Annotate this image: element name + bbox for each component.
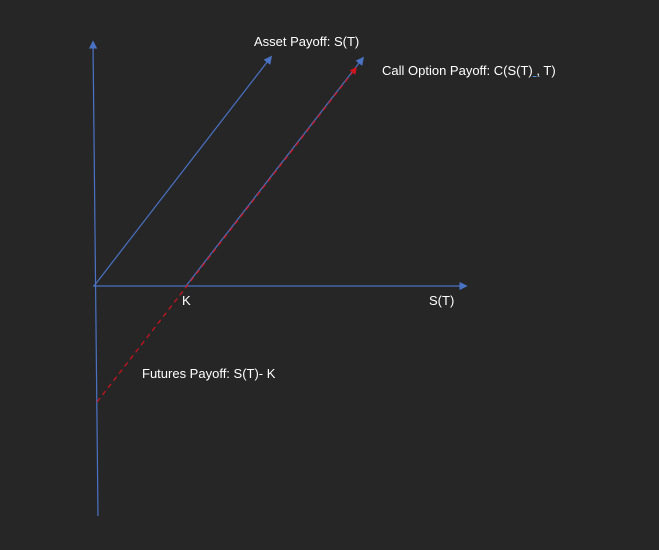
call-payoff-prefix: Call Option Payoff: C(S(T) <box>382 63 533 78</box>
asset-payoff-line <box>93 55 273 287</box>
call-payoff-suffix: T) <box>540 63 556 78</box>
y-axis <box>88 40 99 517</box>
strike-label: K <box>182 293 191 308</box>
futures-payoff-label: Futures Payoff: S(T)- K <box>142 366 276 381</box>
x-axis-label: S(T) <box>429 293 455 308</box>
call-payoff-line <box>185 56 365 287</box>
call-payoff-label: Call Option Payoff: C(S(T) , T) <box>382 63 556 78</box>
call-payoff-separator: , <box>532 63 540 78</box>
asset-payoff-label: Asset Payoff: S(T) <box>254 34 360 49</box>
futures-payoff-line <box>96 66 357 403</box>
